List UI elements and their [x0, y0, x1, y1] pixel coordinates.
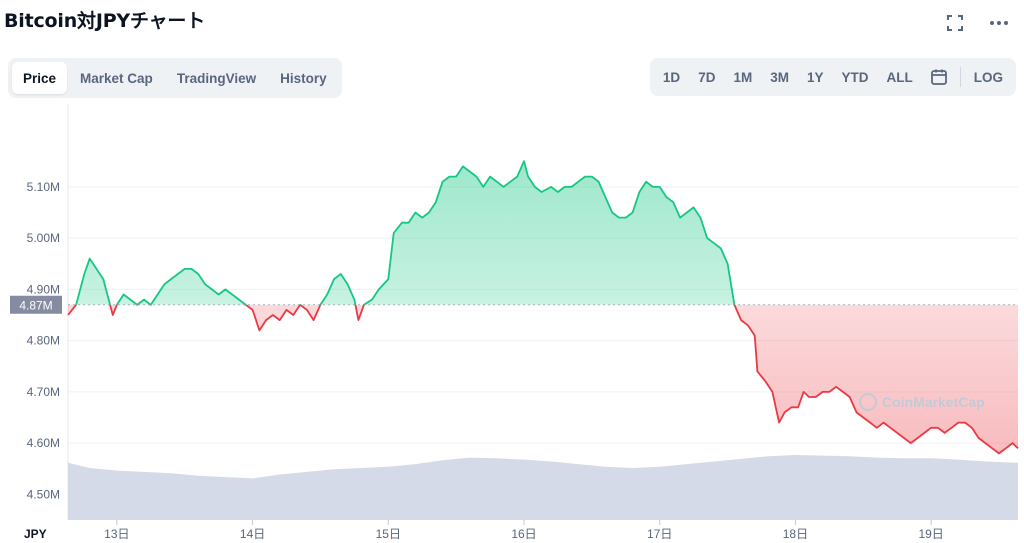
range-1m[interactable]: 1M	[733, 69, 753, 85]
y-tick-label: 5.10M	[27, 180, 60, 194]
y-tick-label: 5.00M	[27, 231, 60, 245]
tab-market-cap[interactable]: Market Cap	[80, 70, 153, 86]
y-tick-label: 4.60M	[27, 436, 60, 450]
range-7d[interactable]: 7D	[698, 69, 716, 85]
more-icon[interactable]	[988, 12, 1010, 34]
range-1d[interactable]: 1D	[662, 69, 681, 85]
range-divider	[959, 67, 961, 87]
y-tick-label: 4.90M	[27, 282, 60, 296]
tab-tradingview[interactable]: TradingView	[176, 70, 257, 86]
range-ytd[interactable]: YTD	[841, 69, 869, 85]
range-log[interactable]: LOG	[973, 69, 1003, 85]
volume-area	[68, 455, 1018, 520]
fullscreen-icon[interactable]	[944, 12, 966, 34]
tab-history[interactable]: History	[280, 70, 327, 86]
range-3m[interactable]: 3M	[770, 69, 789, 85]
x-tick-label: 17日	[647, 527, 672, 541]
price-line-up	[74, 160, 736, 305]
chart-tabs: Price Market Cap TradingView History	[8, 58, 342, 98]
y-tick-label: 4.80M	[27, 334, 60, 348]
y-tick-label: 4.70M	[27, 385, 60, 399]
currency-label: JPY	[24, 527, 47, 541]
x-tick-label: 19日	[918, 527, 943, 541]
price-line-down	[67, 304, 1019, 455]
y-tick-label: 4.50M	[27, 487, 60, 501]
range-selector: 1D 7D 1M 3M 1Y YTD ALL LOG	[649, 58, 1016, 96]
price-area-up	[76, 161, 735, 305]
baseline-marker-label: 4.87M	[19, 298, 52, 312]
x-tick-label: 18日	[783, 527, 808, 541]
watermark-text: CoinMarketCap	[882, 394, 985, 410]
baseline-marker	[10, 295, 62, 314]
range-1y[interactable]: 1Y	[806, 69, 824, 85]
range-all[interactable]: ALL	[886, 69, 913, 85]
page-title: Bitcoin対JPYチャート	[4, 10, 205, 32]
price-area-down	[68, 304, 1018, 454]
price-chart[interactable]: 4.50M 4.60M 4.70M 4.80M 4.90M 5.00M 5.10M 4.87M…	[0, 100, 1024, 543]
top-actions	[944, 12, 1010, 34]
x-tick-label: 14日	[240, 527, 265, 541]
x-tick-label: 13日	[104, 527, 129, 541]
x-tick-label: 16日	[511, 527, 536, 541]
watermark-logo-icon	[859, 393, 877, 411]
calendar-icon[interactable]	[922, 62, 956, 92]
x-tick-label: 15日	[376, 527, 401, 541]
tab-price[interactable]: Price	[12, 62, 68, 94]
